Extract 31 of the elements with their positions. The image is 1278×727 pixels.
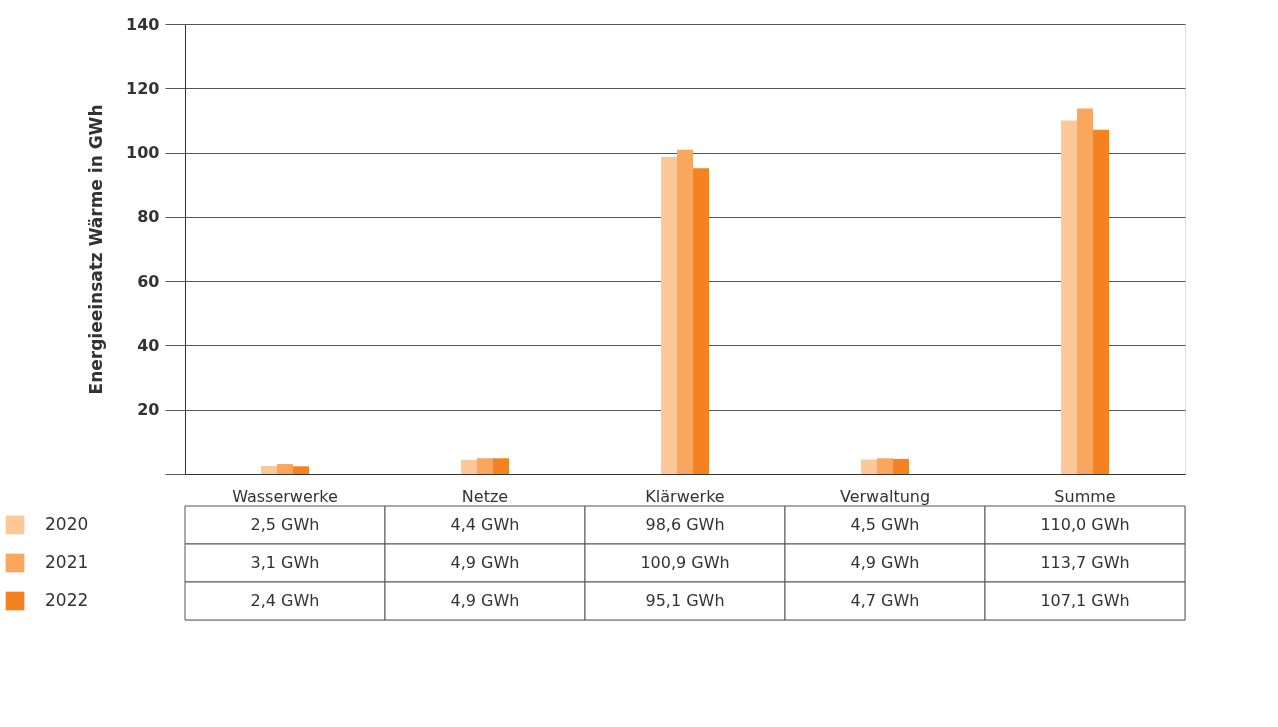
data-label: 110,0 GWh (1040, 515, 1130, 534)
data-label: 95,1 GWh (645, 591, 725, 610)
x-tick-label: Netze (461, 486, 509, 506)
data-label: 113,7 GWh (1040, 553, 1130, 572)
legend-label: 2022 (45, 590, 89, 610)
x-tick-label: Verwaltung (839, 486, 931, 506)
y-tick-label: 120 (126, 78, 160, 98)
data-label: 107,1 GWh (1040, 591, 1130, 610)
y-tick-label: 80 (137, 207, 160, 227)
y-tick-label: 100 (126, 143, 160, 163)
y-tick-label: 140 (126, 14, 160, 34)
data-label: 4,5 GWh (850, 515, 920, 534)
data-label: 3,1 GWh (250, 553, 320, 572)
x-tick-label: Klärwerke (645, 486, 725, 506)
y-axis-title: Energieeinsatz Wärme in GWh (86, 104, 107, 395)
data-label: 2,4 GWh (250, 591, 320, 610)
y-tick-label: 60 (137, 271, 160, 291)
legend-label: 2021 (45, 552, 89, 572)
data-label: 100,9 GWh (640, 553, 730, 572)
data-label: 4,9 GWh (450, 553, 520, 572)
data-label: 4,9 GWh (850, 553, 920, 572)
y-tick-label: 20 (137, 400, 160, 420)
data-label: 4,4 GWh (450, 515, 520, 534)
data-label: 98,6 GWh (645, 515, 725, 534)
data-label: 2,5 GWh (250, 515, 320, 534)
y-tick-label: 40 (137, 335, 160, 355)
legend-label: 2020 (45, 514, 89, 534)
x-tick-label: Wasserwerke (232, 486, 338, 506)
data-label: 4,7 GWh (850, 591, 920, 610)
x-tick-label: Summe (1054, 486, 1116, 506)
data-label: 4,9 GWh (450, 591, 520, 610)
